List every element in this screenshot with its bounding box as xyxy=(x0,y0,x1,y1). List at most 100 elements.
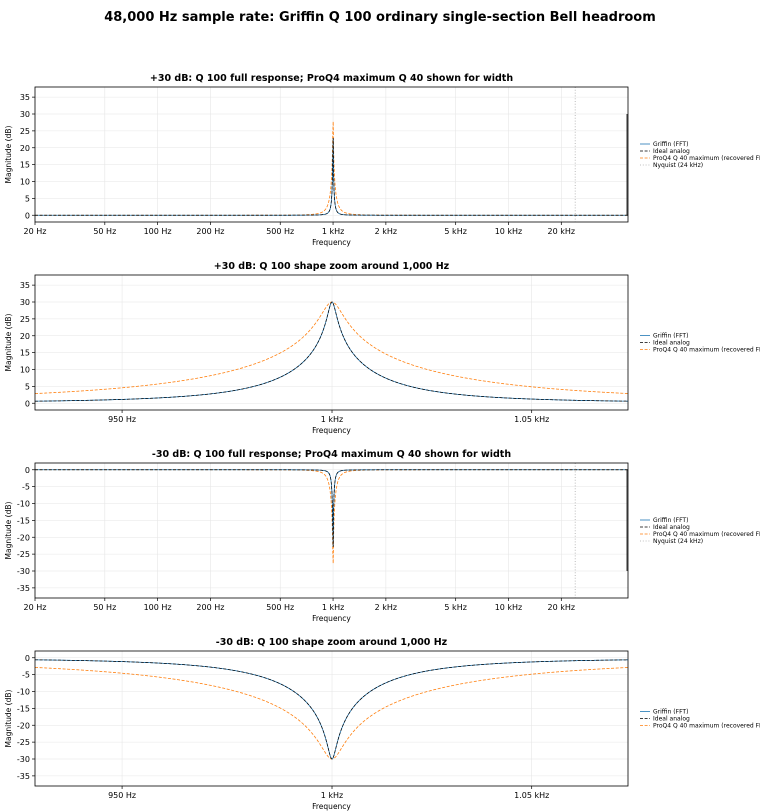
y-tick-label: -5 xyxy=(22,671,30,680)
x-tick-label: 20 kHz xyxy=(548,227,576,236)
legend-label: Nyquist (24 kHz) xyxy=(653,538,703,545)
panels: +30 dB: Q 100 full response; ProQ4 maxim… xyxy=(4,73,760,811)
legend-label: ProQ4 Q 40 maximum (recovered FFT) xyxy=(653,531,760,538)
x-tick-label: 200 Hz xyxy=(196,227,224,236)
x-tick-label: 100 Hz xyxy=(144,227,172,236)
x-axis-label: Frequency xyxy=(312,802,351,811)
y-tick-label: 10 xyxy=(20,178,30,187)
axes-frame xyxy=(34,650,629,787)
y-tick-label: -35 xyxy=(17,584,30,593)
x-tick-label: 1.05 kHz xyxy=(514,415,549,424)
y-tick-label: 0 xyxy=(25,211,30,220)
x-axis-label: Frequency xyxy=(312,426,351,435)
x-tick-label: 1 kHz xyxy=(322,227,344,236)
series-line-2 xyxy=(35,659,628,760)
x-tick-label: 50 Hz xyxy=(93,603,116,612)
legend-label: Nyquist (24 kHz) xyxy=(653,162,703,169)
legend-label: Ideal analog xyxy=(653,340,690,347)
x-tick-label: 1 kHz xyxy=(321,415,343,424)
y-tick-label: 20 xyxy=(20,332,30,341)
y-tick-label: 0 xyxy=(25,399,30,408)
x-tick-label: 1.05 kHz xyxy=(514,791,549,800)
series-line-2 xyxy=(35,469,628,547)
y-tick-label: -25 xyxy=(17,738,30,747)
x-tick-label: 2 kHz xyxy=(375,227,397,236)
y-tick-label: 25 xyxy=(20,127,30,136)
plot-data xyxy=(35,301,628,402)
y-tick-label: -20 xyxy=(17,533,30,542)
x-tick-label: 200 Hz xyxy=(196,603,224,612)
legend-label: Griffin (FFT) xyxy=(653,141,688,148)
y-tick-label: -25 xyxy=(17,550,30,559)
y-tick-label: 30 xyxy=(20,110,30,119)
y-tick-label: 20 xyxy=(20,144,30,153)
y-tick-label: 25 xyxy=(20,315,30,324)
y-tick-label: -30 xyxy=(17,755,30,764)
y-tick-label: -15 xyxy=(17,704,30,713)
legend-label: Ideal analog xyxy=(653,716,690,723)
x-axis-label: Frequency xyxy=(312,238,351,247)
x-tick-label: 1 kHz xyxy=(322,603,344,612)
legend-label: ProQ4 Q 40 maximum (recovered FFT) xyxy=(653,347,760,354)
plot-data xyxy=(35,463,628,598)
y-tick-label: 15 xyxy=(20,349,30,358)
legend-label: ProQ4 Q 40 maximum (recovered FFT) xyxy=(653,155,760,162)
y-tick-label: 5 xyxy=(25,194,30,203)
y-tick-label: -15 xyxy=(17,516,30,525)
x-tick-label: 500 Hz xyxy=(266,603,294,612)
x-tick-label: 950 Hz xyxy=(108,415,136,424)
y-tick-label: 0 xyxy=(25,654,30,663)
x-tick-label: 20 Hz xyxy=(24,603,47,612)
y-axis-label: Magnitude (dB) xyxy=(4,501,13,559)
chart-title: +30 dB: Q 100 full response; ProQ4 maxim… xyxy=(150,73,513,84)
y-axis-label: Magnitude (dB) xyxy=(4,125,13,183)
x-tick-label: 500 Hz xyxy=(266,227,294,236)
y-tick-label: -30 xyxy=(17,567,30,576)
y-tick-label: 30 xyxy=(20,298,30,307)
chart-title: -30 dB: Q 100 full response; ProQ4 maxim… xyxy=(152,449,511,460)
legend-label: Ideal analog xyxy=(653,148,690,155)
x-tick-label: 20 Hz xyxy=(24,227,47,236)
plot-data xyxy=(35,659,628,760)
y-tick-label: -5 xyxy=(22,483,30,492)
x-tick-label: 20 kHz xyxy=(548,603,576,612)
x-tick-label: 950 Hz xyxy=(108,791,136,800)
y-tick-label: 15 xyxy=(20,161,30,170)
y-tick-label: -10 xyxy=(17,500,30,509)
y-tick-label: -20 xyxy=(17,721,30,730)
series-line-2 xyxy=(35,138,628,216)
legend-label: Griffin (FFT) xyxy=(653,517,688,524)
series-line-2 xyxy=(35,301,628,402)
axes-frame xyxy=(34,274,629,411)
x-tick-label: 10 kHz xyxy=(495,227,523,236)
legend-label: Ideal analog xyxy=(653,524,690,531)
axes-frame xyxy=(34,86,629,223)
chart-panel-1: +30 dB: Q 100 full response; ProQ4 maxim… xyxy=(4,73,760,247)
y-tick-label: -10 xyxy=(17,688,30,697)
y-tick-label: -35 xyxy=(17,772,30,781)
x-tick-label: 5 kHz xyxy=(444,603,466,612)
x-tick-label: 2 kHz xyxy=(375,603,397,612)
x-tick-label: 5 kHz xyxy=(444,227,466,236)
plot-data xyxy=(35,87,628,222)
chart-panel-4: -30 dB: Q 100 shape zoom around 1,000 Hz… xyxy=(4,637,760,811)
y-tick-label: 35 xyxy=(20,281,30,290)
legend-label: Griffin (FFT) xyxy=(653,333,688,340)
y-tick-label: 35 xyxy=(20,93,30,102)
figure-suptitle: 48,000 Hz sample rate: Griffin Q 100 ord… xyxy=(104,10,656,25)
chart-title: +30 dB: Q 100 shape zoom around 1,000 Hz xyxy=(214,261,450,272)
axes-frame xyxy=(34,462,629,599)
legend-label: Griffin (FFT) xyxy=(653,709,688,716)
x-tick-label: 1 kHz xyxy=(321,791,343,800)
y-tick-label: 0 xyxy=(25,466,30,475)
x-tick-label: 10 kHz xyxy=(495,603,523,612)
y-axis-label: Magnitude (dB) xyxy=(4,313,13,371)
x-tick-label: 50 Hz xyxy=(93,227,116,236)
y-tick-label: 10 xyxy=(20,366,30,375)
x-axis-label: Frequency xyxy=(312,614,351,623)
